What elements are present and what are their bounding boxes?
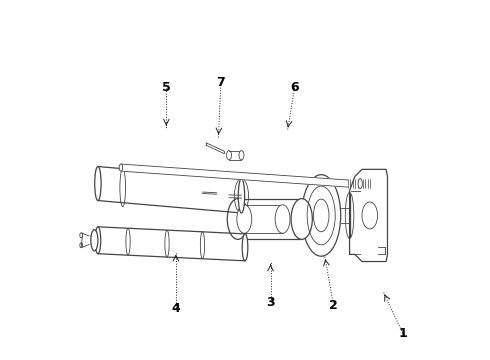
Text: 5: 5 — [162, 81, 171, 94]
Ellipse shape — [119, 164, 122, 171]
Text: 1: 1 — [398, 327, 407, 339]
Ellipse shape — [358, 179, 362, 189]
Polygon shape — [349, 169, 388, 261]
Ellipse shape — [238, 179, 245, 213]
Text: 2: 2 — [329, 299, 338, 312]
Ellipse shape — [291, 199, 312, 239]
Ellipse shape — [91, 230, 98, 251]
Text: 3: 3 — [266, 296, 275, 309]
Polygon shape — [98, 167, 242, 213]
Ellipse shape — [226, 150, 232, 160]
Ellipse shape — [227, 199, 248, 239]
Ellipse shape — [302, 175, 341, 256]
Ellipse shape — [237, 205, 252, 233]
Ellipse shape — [95, 227, 101, 254]
Ellipse shape — [239, 150, 244, 160]
Text: 6: 6 — [290, 81, 299, 94]
Polygon shape — [121, 164, 348, 187]
Text: 7: 7 — [217, 76, 225, 89]
Ellipse shape — [275, 205, 290, 233]
Ellipse shape — [242, 234, 248, 261]
Text: 4: 4 — [172, 302, 180, 315]
Polygon shape — [98, 227, 245, 261]
Ellipse shape — [95, 167, 101, 201]
